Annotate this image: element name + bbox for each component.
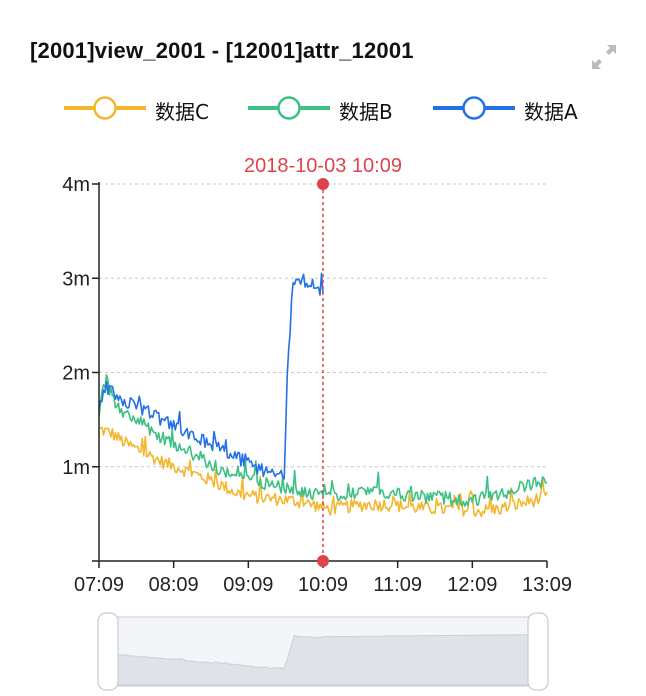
zoom-preview-area	[107, 634, 539, 686]
zoom-handle-left[interactable]	[97, 612, 119, 691]
legend-swatch-c	[64, 96, 146, 120]
legend-label-b: 数据B	[339, 100, 393, 124]
x-tick-label: 12:09	[447, 574, 497, 596]
x-tick-label: 11:09	[373, 574, 422, 596]
axes: 1m 2m 3m 4m 07:09 08:09 09:09 10:09 11:09 12:09 13…	[62, 174, 572, 596]
zoom-handle-right[interactable]	[527, 612, 549, 691]
x-tick-label: 07:09	[74, 574, 124, 596]
y-tick-label: 1m	[62, 457, 90, 479]
x-tick-label: 09:09	[223, 574, 273, 596]
crosshair-handle-top[interactable]	[317, 178, 329, 190]
chart-legend: 数据C 数据B 数据A	[0, 88, 646, 128]
x-tick-label: 08:09	[149, 574, 199, 596]
x-tick-label: 10:09	[298, 574, 348, 596]
legend-label-a: 数据A	[524, 100, 578, 124]
chart-title: [2001]view_2001 - [12001]attr_12001	[30, 38, 414, 63]
x-tick-label: 13:09	[522, 574, 572, 596]
y-tick-label: 3m	[62, 268, 90, 290]
data-zoom-slider[interactable]	[97, 612, 549, 691]
crosshair-handle-bottom[interactable]	[317, 555, 329, 567]
crosshair: 2018-10-03 10:09	[244, 155, 402, 567]
legend-swatch-b	[248, 96, 330, 120]
series-line	[98, 272, 324, 480]
legend-swatch-a	[433, 96, 515, 120]
series-line	[98, 426, 548, 518]
crosshair-label: 2018-10-03 10:09	[244, 155, 402, 177]
expand-arrows-icon[interactable]	[591, 44, 617, 70]
legend-label-c: 数据C	[155, 100, 209, 124]
y-tick-label: 2m	[62, 363, 90, 385]
y-tick-label: 4m	[62, 174, 90, 196]
